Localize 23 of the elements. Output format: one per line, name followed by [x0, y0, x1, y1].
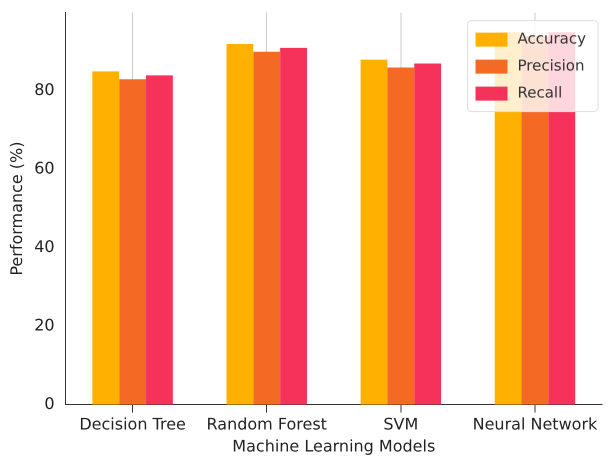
bar [280, 48, 307, 405]
bar [146, 75, 173, 405]
y-tick-label: 80 [34, 80, 55, 100]
y-tick-label: 20 [34, 315, 55, 334]
x-tick-label: Decision Tree [79, 414, 186, 434]
x-axis-title: Machine Learning Models [232, 436, 436, 456]
legend-label: Accuracy [518, 29, 586, 48]
legend-label: Precision [518, 56, 584, 74]
bar [119, 79, 146, 405]
y-tick-label: 0 [44, 394, 55, 413]
bar [360, 60, 388, 405]
x-tick-label: Neural Network [472, 414, 598, 434]
bar [387, 67, 414, 405]
legend-label: Recall [518, 83, 562, 102]
bar [414, 64, 442, 405]
bar [92, 71, 120, 405]
bar [253, 52, 280, 405]
y-tick-label: 40 [34, 236, 55, 256]
y-axis-title: Performance (%) [6, 142, 26, 276]
y-tick-label: 60 [34, 158, 55, 178]
bar [226, 44, 254, 405]
x-tick-label: SVM [383, 414, 418, 434]
x-tick-label: Random Forest [206, 414, 327, 434]
